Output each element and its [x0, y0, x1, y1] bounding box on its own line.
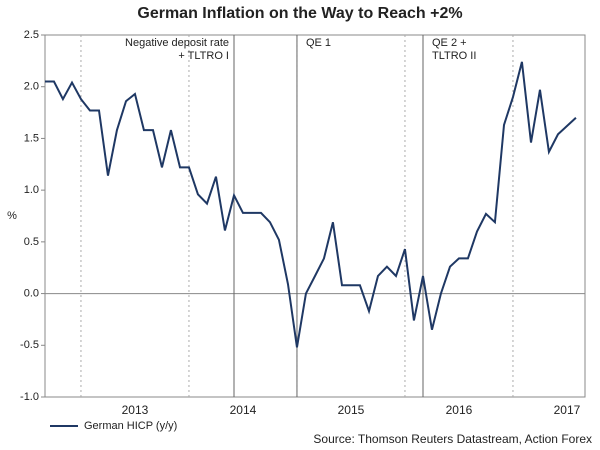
y-tick-label: 1.5: [24, 132, 39, 144]
chart-title: German Inflation on the Way to Reach +2%: [137, 5, 462, 22]
y-axis-label: %: [7, 210, 17, 222]
y-tick-label: 2.0: [24, 81, 39, 93]
x-tick-label: 2013: [122, 403, 149, 417]
y-tick-label: 1.0: [24, 184, 39, 196]
event-label: Negative deposit rate: [125, 37, 229, 49]
x-tick-label: 2017: [554, 403, 581, 417]
source: Source: Thomson Reuters Datastream, Acti…: [313, 432, 592, 446]
x-tick-label: 2015: [338, 403, 365, 417]
event-label: QE 2 +: [432, 37, 467, 49]
event-label: QE 1: [306, 37, 331, 49]
y-tick-label: 0.5: [24, 236, 39, 248]
y-tick-label: 2.5: [24, 29, 39, 41]
legend-label: German HICP (y/y): [84, 420, 177, 432]
plot-area: [44, 34, 586, 398]
x-tick-label: 2014: [230, 403, 257, 417]
y-tick-label: 0.0: [24, 287, 39, 299]
y-tick-label: -1.0: [20, 391, 39, 403]
data-line: [45, 61, 577, 348]
event-label: + TLTRO I: [178, 50, 229, 62]
event-label: TLTRO II: [432, 50, 476, 62]
y-tick-label: -0.5: [20, 339, 39, 351]
x-tick-label: 2016: [446, 403, 473, 417]
